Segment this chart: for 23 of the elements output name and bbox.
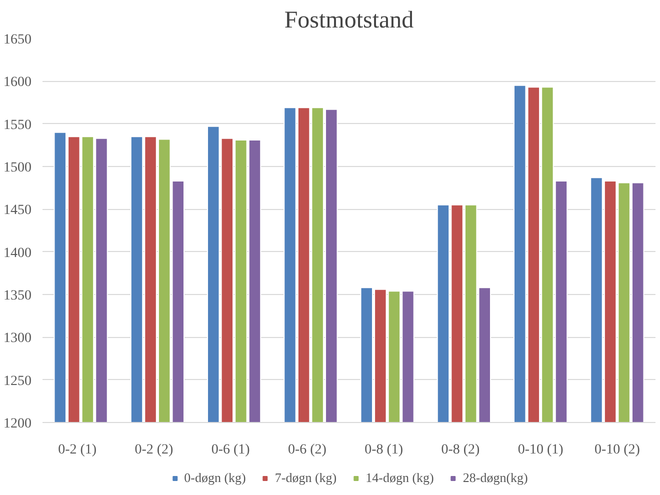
y-tick-label: 1250 xyxy=(4,374,32,389)
legend-label: 28-døgn(kg) xyxy=(462,470,528,486)
x-tick-label: 0-2 (2) xyxy=(134,442,174,458)
x-tick-label: 0-2 (1) xyxy=(58,442,97,458)
legend-label: 14-døgn (kg) xyxy=(366,470,434,486)
x-tick-label: 0-10 (1) xyxy=(518,442,564,458)
y-tick-label: 1400 xyxy=(4,246,32,261)
y-tick-label: 1600 xyxy=(4,75,32,90)
x-tick-label: 0-10 (2) xyxy=(594,442,640,458)
legend-label: 7-døgn (kg) xyxy=(274,470,337,486)
x-tick-label: 0-6 (2) xyxy=(288,442,327,458)
y-tick-label: 1300 xyxy=(4,331,32,346)
x-tick-label: 0-8 (2) xyxy=(441,442,480,458)
chart-title: Fostmotstand xyxy=(284,8,414,34)
y-tick-label: 1350 xyxy=(4,288,32,304)
y-tick-label: 1650 xyxy=(4,32,32,48)
x-tick-label: 0-6 (1) xyxy=(211,442,250,458)
x-tick-label: 0-8 (1) xyxy=(364,442,404,458)
y-tick-label: 1450 xyxy=(4,203,32,218)
y-tick-label: 1500 xyxy=(4,160,32,176)
y-tick-label: 1550 xyxy=(4,118,32,133)
legend-label: 0-døgn (kg) xyxy=(184,470,246,486)
y-tick-label: 1200 xyxy=(4,416,32,432)
